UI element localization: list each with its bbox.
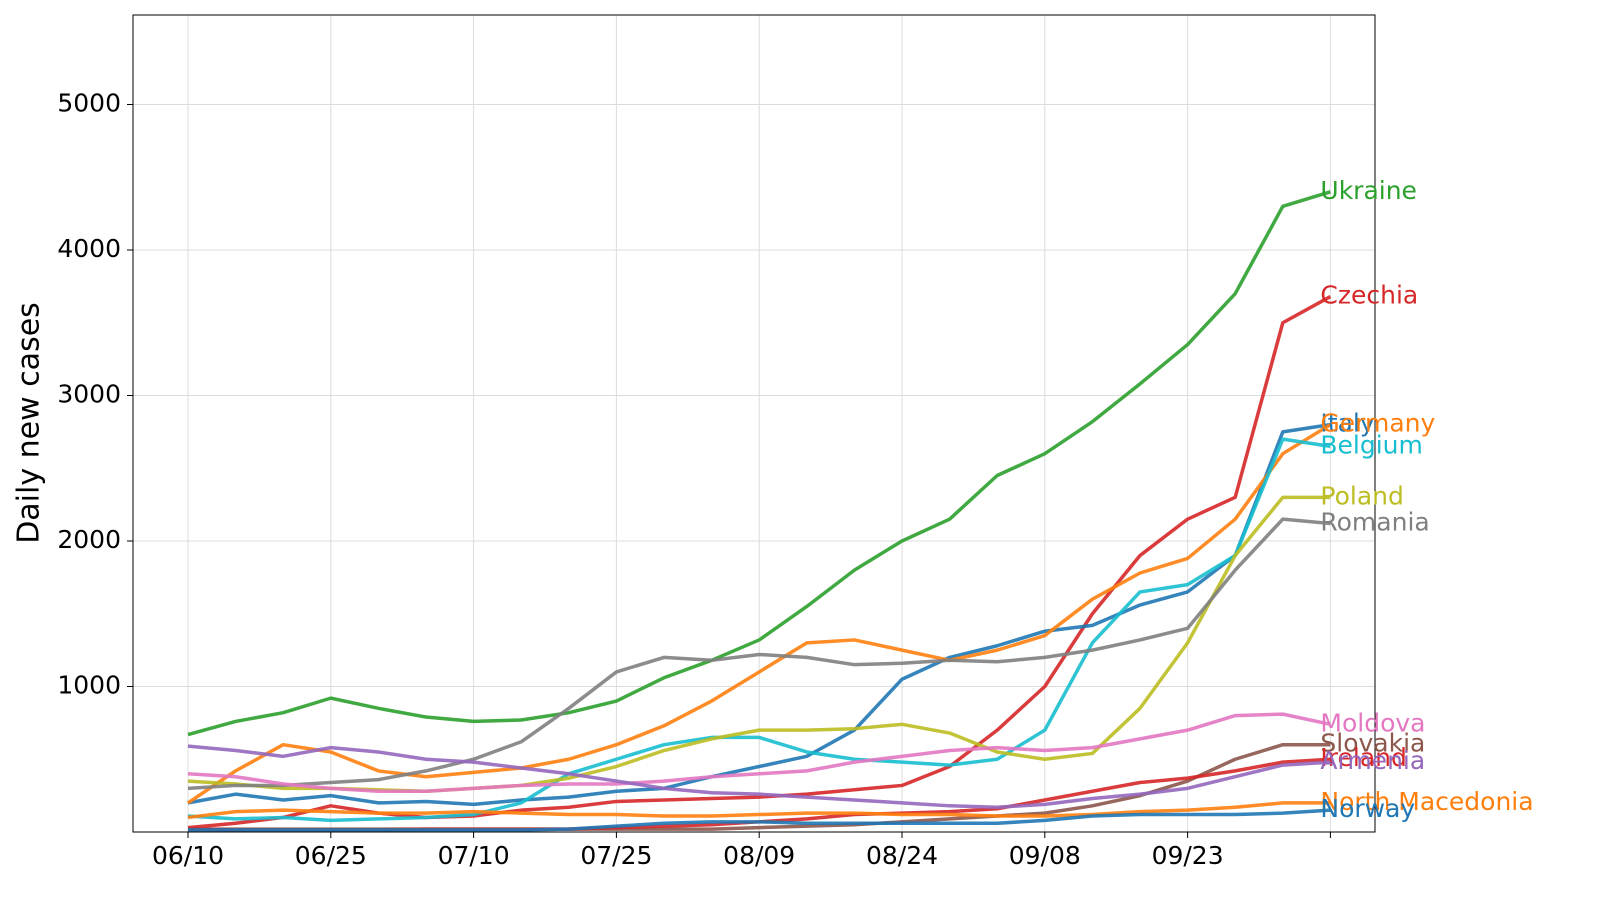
series-label: Norway (1320, 794, 1415, 823)
series-line (187, 437, 1331, 823)
series-label: Ukraine (1320, 176, 1417, 205)
y-tick-label: 4000 (57, 234, 121, 263)
lines (187, 190, 1332, 832)
series-line (187, 712, 1331, 794)
x-tick-label: 08/24 (866, 841, 938, 870)
x-tick-label: 07/10 (438, 841, 510, 870)
series-label: Belgium (1320, 430, 1423, 459)
x-tick-label: 09/23 (1152, 841, 1224, 870)
series-label: Poland (1320, 481, 1403, 510)
series-label: Slovakia (1320, 729, 1425, 758)
series-line (187, 423, 1332, 805)
series-line (187, 801, 1331, 820)
series-line (187, 422, 1331, 807)
x-tick-label: 09/08 (1009, 841, 1081, 870)
series-label: Armenia (1320, 746, 1425, 775)
y-tick-label: 5000 (57, 88, 121, 117)
x-tick-label: 08/09 (723, 841, 795, 870)
x-tick-label: 07/25 (580, 841, 652, 870)
y-tick-label: 3000 (57, 379, 121, 408)
series-label: North Macedonia (1320, 787, 1533, 816)
series-line (187, 517, 1331, 791)
series-label: Czechia (1320, 281, 1418, 310)
y-tick-label: 1000 (57, 670, 121, 699)
series-line (187, 744, 1331, 810)
x-tick-label: 06/10 (152, 841, 224, 870)
y-tick-label: 2000 (57, 525, 121, 554)
plot-frame (132, 14, 1376, 833)
grid: 1000 2000 3000 4000 5000 06/10 06/25 07/10 07/25… (57, 15, 1375, 870)
series-label: Italy (1320, 409, 1374, 438)
x-tick-label: 06/25 (295, 841, 367, 870)
series-line (187, 190, 1331, 737)
series-label: Ireland (1320, 743, 1406, 772)
y-axis-label: Daily new cases (12, 302, 47, 544)
series-line (188, 808, 1331, 832)
series-label: Romania (1320, 508, 1429, 537)
series-label: Moldova (1320, 708, 1425, 737)
series-label: Germany (1320, 409, 1435, 438)
